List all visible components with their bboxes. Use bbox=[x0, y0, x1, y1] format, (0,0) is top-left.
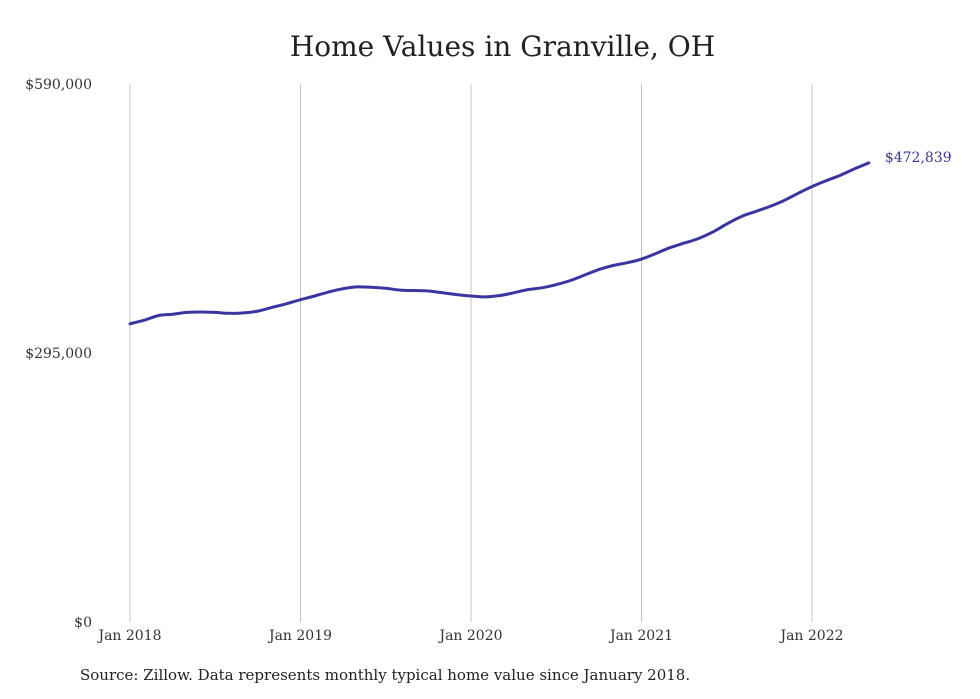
x-tick-label: Jan 2020 bbox=[437, 628, 502, 644]
x-tick-label: Jan 2021 bbox=[608, 628, 673, 644]
chart-title: Home Values in Granville, OH bbox=[289, 30, 716, 63]
y-tick-label: $0 bbox=[74, 615, 92, 631]
y-tick-label: $295,000 bbox=[25, 346, 92, 362]
series-line bbox=[128, 161, 871, 326]
y-axis: $0 $295,000 $590,000 bbox=[25, 77, 92, 631]
x-axis: Jan 2018 Jan 2019 Jan 2020 Jan 2021 Jan 2022 bbox=[96, 628, 843, 644]
x-tick-label: Jan 2019 bbox=[267, 628, 332, 644]
series-group: $472,839 bbox=[128, 150, 952, 326]
source-note: Source: Zillow. Data represents monthly … bbox=[80, 666, 691, 684]
end-value-label: $472,839 bbox=[885, 150, 952, 166]
y-tick-label: $590,000 bbox=[25, 77, 92, 93]
gridlines bbox=[129, 84, 813, 622]
x-tick-label: Jan 2022 bbox=[778, 628, 843, 644]
x-tick-label: Jan 2018 bbox=[96, 628, 161, 644]
